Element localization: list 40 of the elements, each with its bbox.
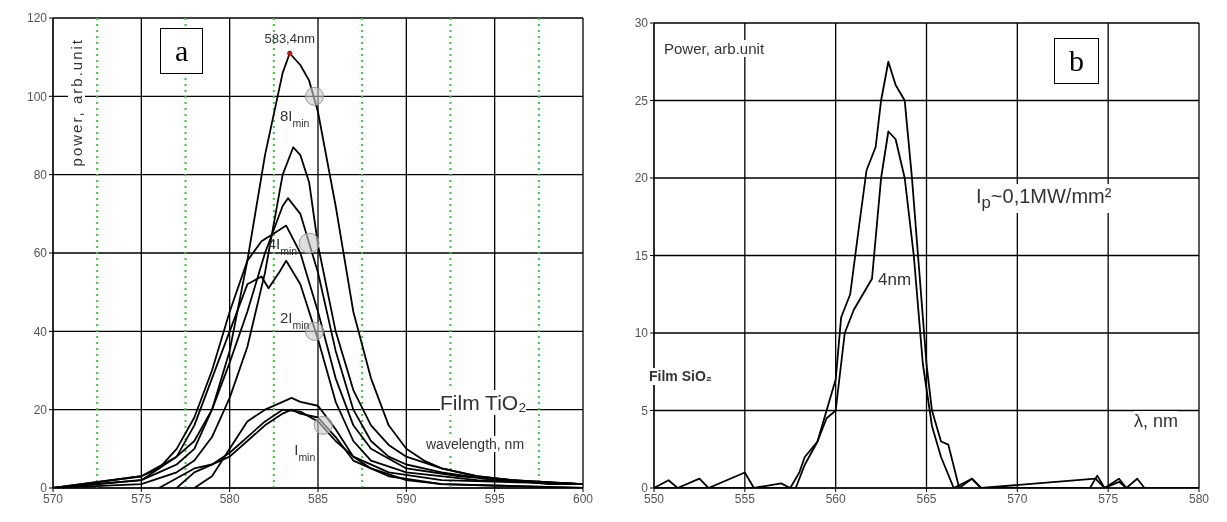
x-tick-label: 580 — [219, 491, 240, 506]
x-tick-label: 565 — [916, 491, 937, 506]
x-tick-label: 550 — [643, 491, 665, 506]
y-tick-label: 15 — [634, 248, 649, 263]
annotation: 4nm — [878, 270, 912, 291]
y-axis-title: power, arb.unit — [68, 38, 85, 167]
y-tick-label: 5 — [641, 403, 649, 418]
y-tick-label: 20 — [33, 402, 48, 417]
y-axis-title: Power, arb.unit — [664, 40, 765, 57]
x-tick-label: 570 — [1007, 491, 1028, 506]
y-tick-label: 10 — [634, 326, 649, 341]
y-tick-label: 100 — [26, 89, 48, 104]
x-tick-label: 575 — [131, 491, 152, 506]
annotation: Film TiO₂ — [440, 390, 527, 416]
annotation: I$_{min}$ — [294, 441, 316, 464]
annotation: 583,4nm — [264, 31, 316, 47]
annotation: Film SiO₂ — [649, 368, 713, 385]
x-tick-label: 560 — [825, 491, 846, 506]
y-tick-label: 40 — [33, 324, 48, 339]
y-tick-label: 25 — [634, 93, 649, 108]
annotation: I$_{p}$~0,1MW/mm² — [976, 184, 1112, 213]
annotation: b — [1054, 38, 1099, 84]
y-tick-label: 20 — [634, 171, 649, 186]
x-tick-label: 585 — [307, 491, 329, 506]
x-tick-label: 575 — [1098, 491, 1119, 506]
y-tick-label: 30 — [634, 16, 649, 31]
annotation: 8I$_{min}$ — [280, 107, 310, 130]
x-axis-title: wavelength, nm — [426, 436, 525, 452]
x-axis-title: λ, nm — [1134, 411, 1179, 432]
annotation: a — [160, 28, 204, 74]
x-tick-label: 590 — [396, 491, 417, 506]
x-tick-label: 600 — [572, 491, 594, 506]
x-tick-label: 580 — [1188, 491, 1210, 506]
x-tick-label: 595 — [484, 491, 505, 506]
x-tick-label: 570 — [42, 491, 64, 506]
annotation: 2I$_{min}$ — [280, 309, 310, 332]
y-tick-label: 120 — [26, 11, 48, 26]
x-tick-label: 555 — [734, 491, 756, 506]
y-tick-label: 80 — [33, 167, 48, 182]
y-tick-label: 60 — [33, 246, 48, 261]
